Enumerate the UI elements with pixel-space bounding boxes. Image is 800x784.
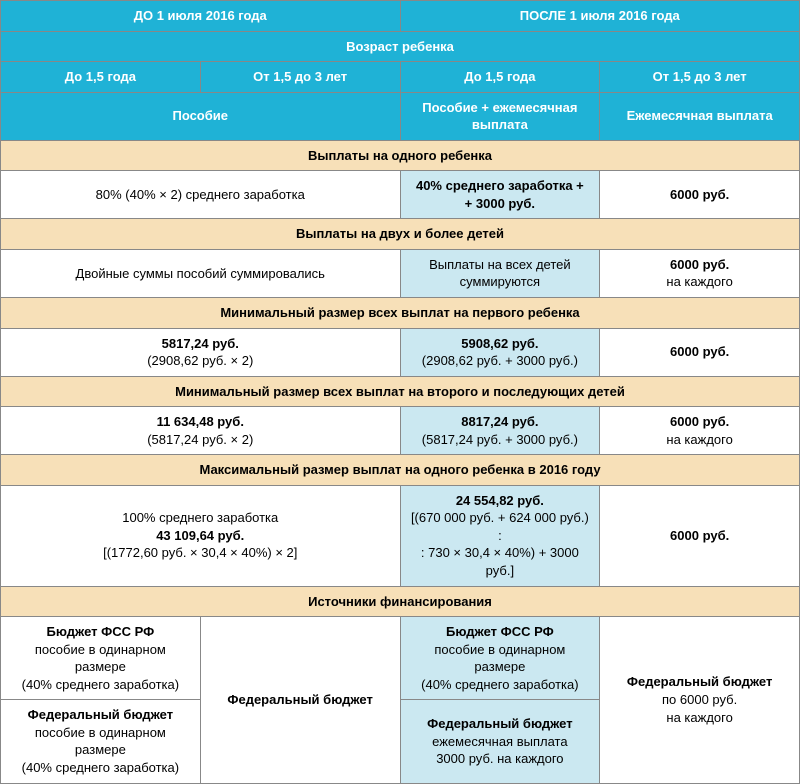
hdr-age-b: От 1,5 до 3 лет [200,62,400,93]
s2-left: Двойные суммы пособий суммировались [1,249,401,297]
s2-mid1: Выплаты на всех детей [429,257,571,272]
s6-c2: Федеральный бюджет ежемесячная выплата 3… [400,700,600,783]
hdr-age-title: Возраст ребенка [1,31,800,62]
s6-a13: (40% среднего заработка) [22,677,179,692]
s6-a12: пособие в одинарном размере [35,642,166,675]
s6-a2-b: Федеральный бюджет [28,707,173,722]
s6-title: Источники финансирования [1,586,800,617]
hdr-benefit-a: Пособие [1,92,401,140]
s2-mid: Выплаты на всех детей суммируются [400,249,600,297]
benefits-table: ДО 1 июля 2016 года ПОСЛЕ 1 июля 2016 го… [0,0,800,784]
s1-right: 6000 руб. [600,171,800,219]
s1-mid-b2: + 3000 руб. [465,196,535,211]
s6-a22: пособие в одинарном размере [35,725,166,758]
s2-mid2: суммируются [460,274,540,289]
s3-left2: (2908,62 руб. × 2) [147,353,253,368]
s4-mid-b: 8817,24 руб. [461,414,538,429]
s1-mid-b: 40% среднего заработка + [416,178,584,193]
s3-right: 6000 руб. [600,328,800,376]
s6-a1-b: Бюджет ФСС РФ [47,624,155,639]
s6-c2-b: Федеральный бюджет [427,716,572,731]
hdr-benefit-c: Пособие + ежемесячная выплата [400,92,600,140]
s2-right: 6000 руб. на каждого [600,249,800,297]
hdr-benefit-d: Ежемесячная выплата [600,92,800,140]
s5-mid3: : 730 × 30,4 × 40%) + 3000 руб.] [421,545,579,578]
s6-b: Федеральный бюджет [200,617,400,783]
s4-left2: (5817,24 руб. × 2) [147,432,253,447]
s3-title: Минимальный размер всех выплат на первог… [1,298,800,329]
s5-left-b: 43 109,64 руб. [156,528,244,543]
s6-d3: на каждого [666,710,732,725]
s4-title: Минимальный размер всех выплат на второг… [1,376,800,407]
s3-left-b: 5817,24 руб. [162,336,239,351]
s3-mid2: (2908,62 руб. + 3000 руб.) [422,353,578,368]
s6-a23: (40% среднего заработка) [22,760,179,775]
hdr-after: ПОСЛЕ 1 июля 2016 года [400,1,800,32]
s3-left: 5817,24 руб. (2908,62 руб. × 2) [1,328,401,376]
hdr-age-c: До 1,5 года [400,62,600,93]
s5-mid2: [(670 000 руб. + 624 000 руб.) : [411,510,589,543]
s5-left1: 100% среднего заработка [122,510,278,525]
s6-a2: Федеральный бюджет пособие в одинарном р… [1,700,201,783]
s4-right2: на каждого [666,432,732,447]
s1-left: 80% (40% × 2) среднего заработка [1,171,401,219]
hdr-before: ДО 1 июля 2016 года [1,1,401,32]
hdr-age-a: До 1,5 года [1,62,201,93]
s2-title: Выплаты на двух и более детей [1,219,800,250]
s1-mid: 40% среднего заработка + + 3000 руб. [400,171,600,219]
s5-mid: 24 554,82 руб. [(670 000 руб. + 624 000 … [400,485,600,586]
s5-left: 100% среднего заработка 43 109,64 руб. [… [1,485,401,586]
s5-right: 6000 руб. [600,485,800,586]
hdr-age-d: От 1,5 до 3 лет [600,62,800,93]
s1-title: Выплаты на одного ребенка [1,140,800,171]
s6-d2: по 6000 руб. [662,692,737,707]
s4-mid2: (5817,24 руб. + 3000 руб.) [422,432,578,447]
s6-c22: ежемесячная выплата [432,734,567,749]
s6-d-b: Федеральный бюджет [627,674,772,689]
s6-d: Федеральный бюджет по 6000 руб. на каждо… [600,617,800,783]
s5-title: Максимальный размер выплат на одного реб… [1,455,800,486]
s5-mid-b: 24 554,82 руб. [456,493,544,508]
s4-left: 11 634,48 руб. (5817,24 руб. × 2) [1,407,401,455]
s2-right2: на каждого [666,274,732,289]
s6-c23: 3000 руб. на каждого [436,751,563,766]
s4-right: 6000 руб. на каждого [600,407,800,455]
s4-right-b: 6000 руб. [670,414,729,429]
s4-left-b: 11 634,48 руб. [157,414,244,429]
s6-c13: (40% среднего заработка) [421,677,578,692]
s5-left3: [(1772,60 руб. × 30,4 × 40%) × 2] [103,545,297,560]
s6-c1-b: Бюджет ФСС РФ [446,624,554,639]
s6-c12: пособие в одинарном размере [434,642,565,675]
s3-mid: 5908,62 руб. (2908,62 руб. + 3000 руб.) [400,328,600,376]
s6-a1: Бюджет ФСС РФ пособие в одинарном размер… [1,617,201,700]
s2-right-b: 6000 руб. [670,257,729,272]
s6-c1: Бюджет ФСС РФ пособие в одинарном размер… [400,617,600,700]
s3-mid-b: 5908,62 руб. [461,336,538,351]
s4-mid: 8817,24 руб. (5817,24 руб. + 3000 руб.) [400,407,600,455]
